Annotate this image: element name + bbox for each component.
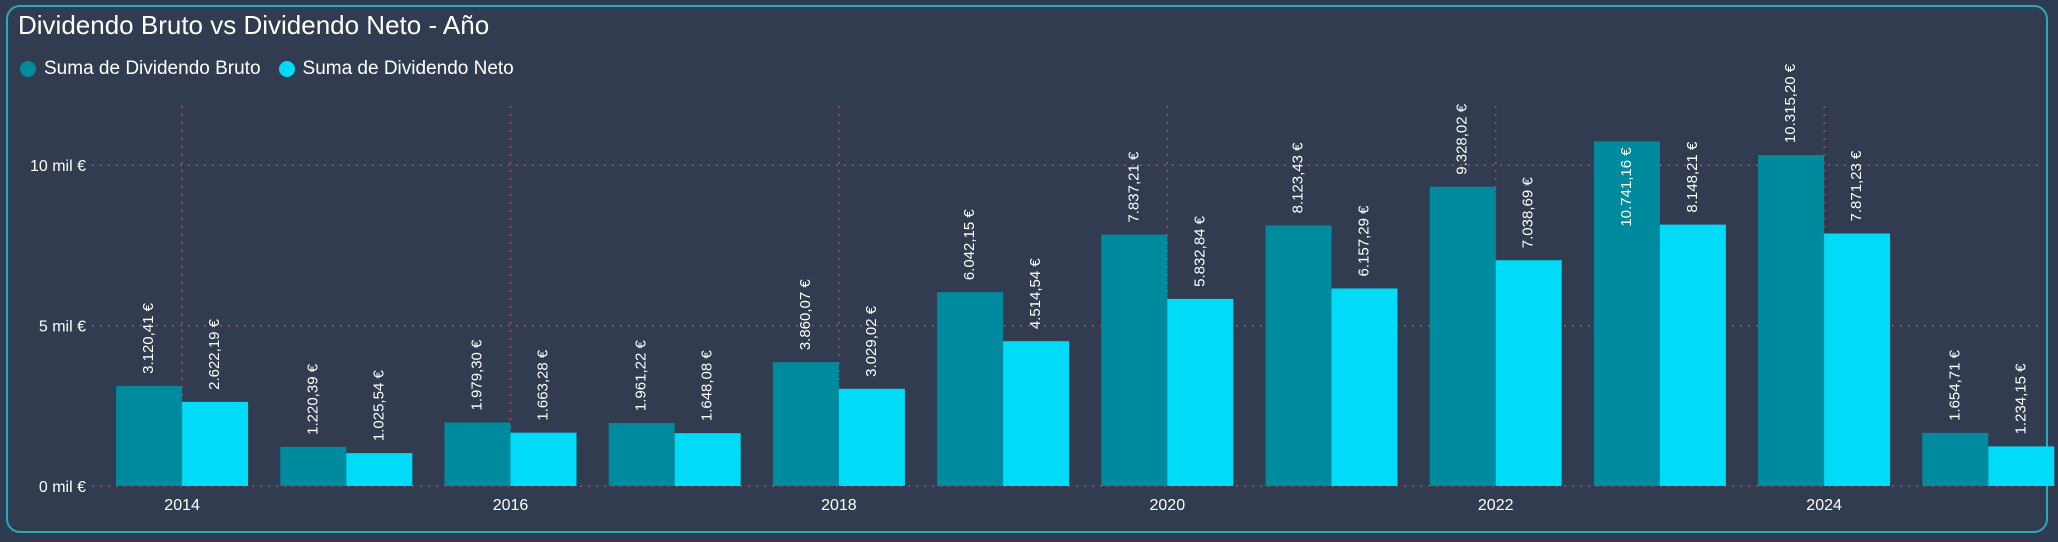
bar-neto	[1003, 341, 1070, 486]
bars	[116, 141, 2055, 487]
bar-neto	[838, 388, 905, 486]
bar-bruto	[1758, 155, 1825, 486]
x-tick-label: 2016	[493, 497, 529, 514]
bar-neto	[1824, 233, 1891, 486]
y-tick-label: 5 mil €	[39, 319, 86, 336]
bar-bruto	[937, 292, 1004, 486]
label-neto: 1.648,08 €	[699, 350, 716, 422]
bar-bruto	[1922, 432, 1989, 486]
label-neto: 7.038,69 €	[1520, 177, 1537, 249]
x-tick-label: 2024	[1806, 497, 1842, 514]
x-tick-label: 2020	[1150, 497, 1186, 514]
label-neto: 8.148,21 €	[1684, 141, 1701, 213]
bar-neto	[1988, 446, 2055, 486]
label-bruto: 1.961,22 €	[633, 340, 650, 412]
label-neto: 4.514,54 €	[1027, 258, 1044, 330]
label-neto: 1.663,28 €	[534, 349, 551, 421]
label-bruto: 3.120,41 €	[140, 302, 157, 374]
label-bruto: 10.741,16 €	[1618, 147, 1635, 227]
axes: 0 mil € 5 mil € 10 mil € 2014 2016 2018 2020 20…	[30, 158, 1842, 514]
legend-label-neto: Suma de Dividendo Neto	[302, 58, 514, 79]
bar-bruto	[1265, 225, 1332, 486]
bar-neto	[1659, 224, 1726, 487]
label-neto: 3.029,02 €	[863, 305, 880, 377]
label-neto: 2.622,19 €	[206, 318, 223, 390]
bar-bruto	[444, 422, 511, 486]
label-bruto: 7.837,21 €	[1125, 151, 1142, 223]
x-tick-label: 2018	[821, 497, 857, 514]
bar-bruto	[608, 423, 675, 486]
x-tick-label: 2022	[1478, 497, 1514, 514]
bar-bruto	[116, 385, 183, 486]
bar-bruto	[280, 446, 347, 486]
label-bruto: 6.042,15 €	[961, 209, 978, 281]
legend: Suma de Dividendo Bruto Suma de Dividend…	[20, 58, 514, 80]
chart-title: Dividendo Bruto vs Dividendo Neto - Año	[18, 10, 490, 40]
legend-label-bruto: Suma de Dividendo Bruto	[44, 58, 261, 79]
bar-neto	[674, 433, 741, 486]
bar-neto	[346, 453, 413, 486]
label-neto: 5.832,84 €	[1191, 215, 1208, 287]
label-neto: 6.157,29 €	[1355, 205, 1372, 277]
bar-neto	[1331, 288, 1398, 486]
bar-neto	[1495, 260, 1562, 486]
data-labels: 3.120,41 € 2.622,19 € 1.220,39 € 1.025,54 €…	[140, 63, 2029, 441]
bar-neto	[510, 432, 577, 486]
y-tick-label: 10 mil €	[30, 158, 86, 175]
label-neto: 1.025,54 €	[370, 370, 387, 442]
label-neto: 7.871,23 €	[1848, 150, 1865, 222]
legend-item-bruto[interactable]: Suma de Dividendo Bruto	[20, 58, 261, 80]
bar-bruto	[1101, 234, 1168, 486]
label-bruto: 1.220,39 €	[304, 363, 321, 435]
label-neto: 1.234,15 €	[2012, 363, 2029, 435]
label-bruto: 9.328,02 €	[1454, 103, 1471, 175]
label-bruto: 1.979,30 €	[468, 339, 485, 411]
bar-bruto	[1429, 186, 1496, 486]
label-bruto: 3.860,07 €	[797, 279, 814, 351]
bar-bruto	[772, 362, 839, 486]
y-tick-label: 0 mil €	[39, 479, 86, 496]
legend-item-neto[interactable]: Suma de Dividendo Neto	[278, 58, 514, 80]
bar-neto	[182, 401, 249, 486]
label-bruto: 8.123,43 €	[1289, 142, 1306, 214]
label-bruto: 1.654,71 €	[1946, 349, 1963, 421]
legend-dot-bruto-icon	[20, 61, 36, 77]
x-tick-label: 2014	[164, 497, 200, 514]
label-bruto: 10.315,20 €	[1782, 63, 1799, 143]
bar-neto	[1167, 298, 1234, 486]
bar-bruto	[1593, 141, 1660, 486]
legend-dot-neto-icon	[278, 61, 295, 77]
